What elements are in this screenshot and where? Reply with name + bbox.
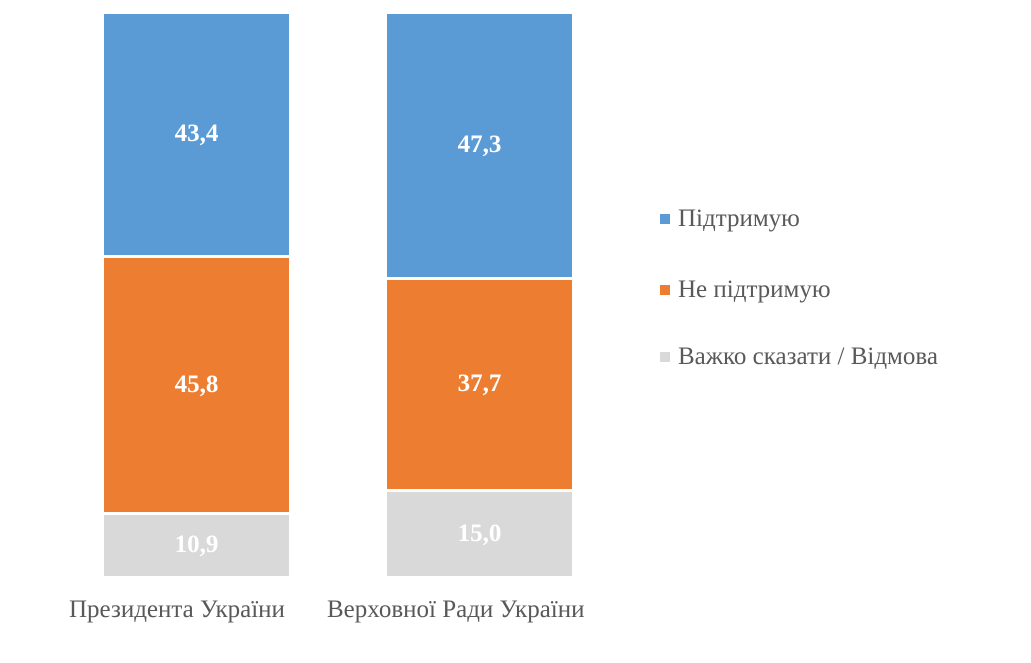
bar-segment: 15,0	[387, 491, 572, 576]
legend-item-not-support: Не підтримую	[660, 276, 831, 304]
data-label: 43,4	[174, 120, 219, 148]
bar-segment: 43,4	[104, 14, 289, 258]
data-label: 45,8	[174, 370, 219, 398]
bar-verkhovna-rada: 15,0 37,7 47,3	[387, 14, 572, 576]
bar-segment: 45,8	[104, 257, 289, 515]
data-label: 47,3	[457, 131, 502, 159]
bar-segment: 10,9	[104, 514, 289, 576]
legend-swatch-grey-icon	[660, 352, 670, 362]
data-label: 10,9	[174, 531, 219, 559]
category-label-president: Президента України	[69, 596, 285, 623]
data-label: 37,7	[457, 370, 502, 398]
bar-segment: 37,7	[387, 279, 572, 492]
legend-swatch-orange-icon	[660, 285, 670, 295]
bar-president: 10,9 45,8 43,4	[104, 14, 289, 576]
legend-label: Важко сказати / Відмова	[678, 343, 938, 370]
data-label: 15,0	[457, 519, 502, 547]
category-label-verkhovna-rada: Верховної Ради України	[327, 596, 585, 623]
legend-label: Підтримую	[678, 205, 800, 232]
legend-label: Не підтримую	[678, 276, 831, 303]
legend-item-support: Підтримую	[660, 205, 800, 233]
bar-segment: 47,3	[387, 14, 572, 280]
legend-item-hard-to-say: Важко сказати / Відмова	[660, 343, 938, 371]
legend-swatch-blue-icon	[660, 214, 670, 224]
plot-area: 10,9 45,8 43,4 15,0 37,7 47,3	[0, 14, 640, 576]
